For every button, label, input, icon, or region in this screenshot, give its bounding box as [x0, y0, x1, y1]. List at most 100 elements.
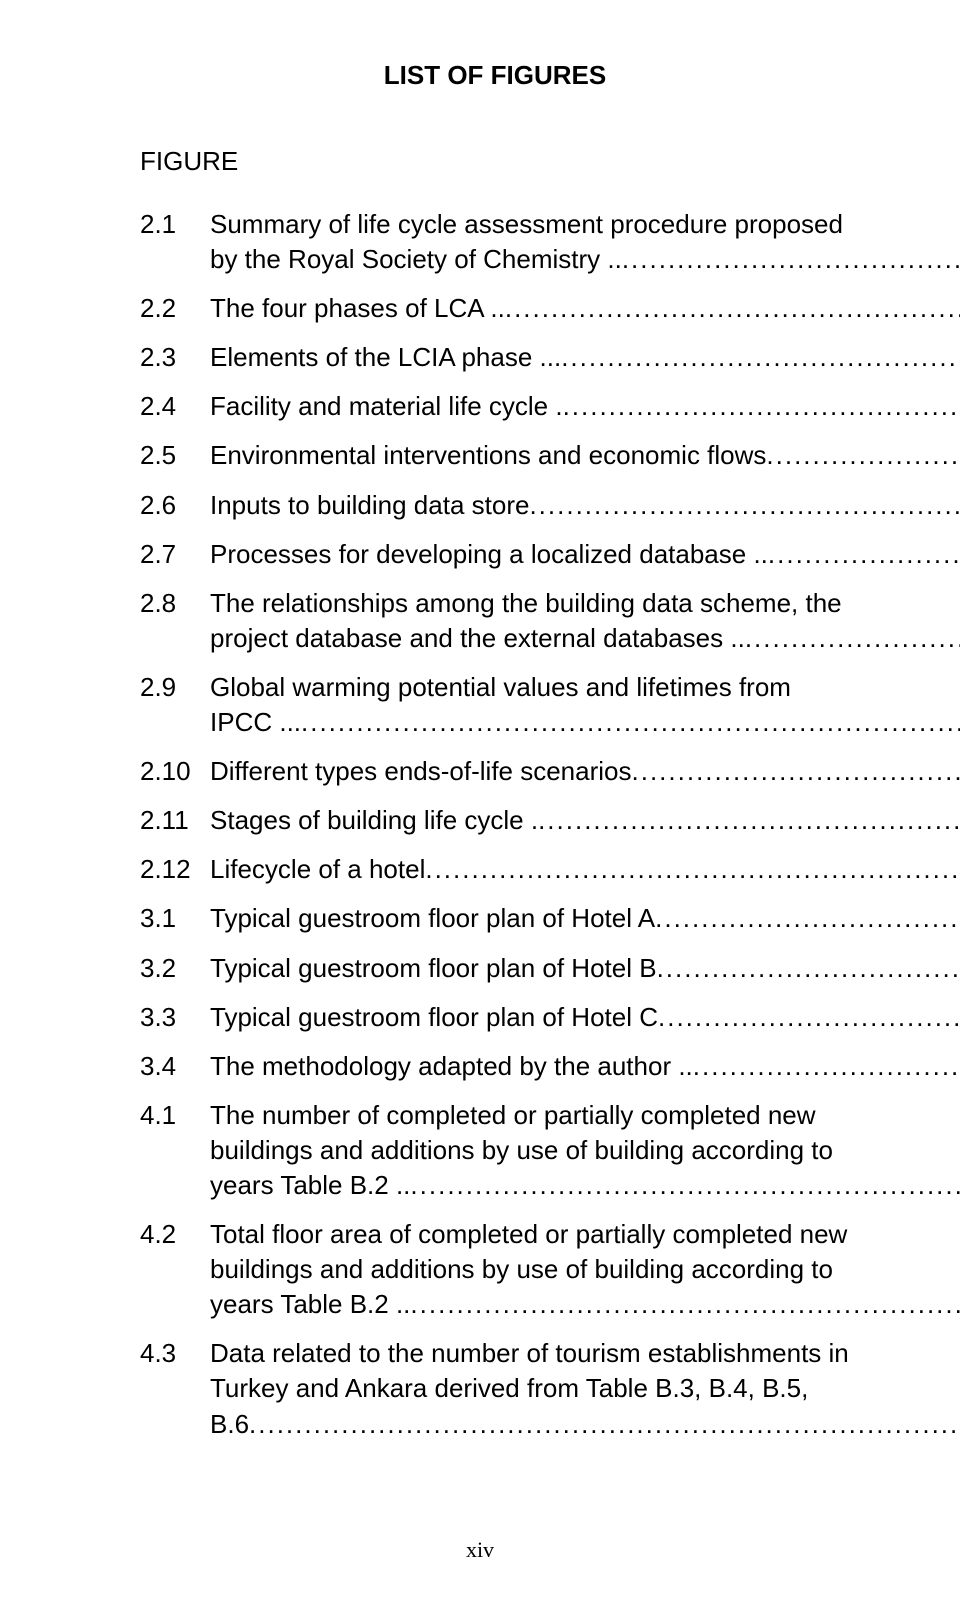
figure-label-line: buildings and additions by use of buildi…: [210, 1252, 960, 1287]
dot-leader: [622, 242, 960, 277]
figure-label-text: by the Royal Society of Chemistry ..: [210, 242, 622, 277]
figure-label: Typical guestroom floor plan of Hotel A: [210, 901, 960, 936]
figure-label-text: Typical guestroom floor plan of Hotel C: [210, 1000, 658, 1035]
figure-label-line: Total floor area of completed or partial…: [210, 1217, 960, 1252]
figure-label-text: years Table B.2 ..: [210, 1287, 410, 1322]
figure-label-last-line: by the Royal Society of Chemistry ..: [210, 242, 960, 277]
figure-entry: 2.1Summary of life cycle assessment proc…: [140, 207, 850, 277]
figure-label-last-line: Typical guestroom floor plan of Hotel B: [210, 951, 960, 986]
figure-label-last-line: Typical guestroom floor plan of Hotel A: [210, 901, 960, 936]
figure-label: Total floor area of completed or partial…: [210, 1217, 960, 1322]
figure-label-text: Processes for developing a localized dat…: [210, 537, 768, 572]
figure-entry: 2.6Inputs to building data store21: [140, 488, 850, 523]
figure-label: Facility and material life cycle .: [210, 389, 960, 424]
figure-label-last-line: Typical guestroom floor plan of Hotel C: [210, 1000, 960, 1035]
figure-label-text: IPCC ...: [210, 705, 301, 740]
section-subhead: FIGURE: [140, 146, 850, 177]
figure-label-text: Environmental interventions and economic…: [210, 438, 766, 473]
dot-leader: [563, 389, 960, 424]
figure-label: Environmental interventions and economic…: [210, 438, 960, 473]
figure-label-text: Stages of building life cycle .: [210, 803, 538, 838]
figure-number: 3.1: [140, 901, 210, 936]
figure-entry: 3.3Typical guestroom floor plan of Hotel…: [140, 1000, 850, 1035]
figure-label: Different types ends-of-life scenarios: [210, 754, 960, 789]
page-number-footer: xiv: [0, 1537, 960, 1563]
figure-label-text: years Table B.2 ..: [210, 1168, 410, 1203]
dot-leader: [410, 1287, 960, 1322]
figure-label: The four phases of LCA ..: [210, 291, 960, 326]
dot-leader: [655, 901, 960, 936]
figure-entry: 2.4Facility and material life cycle .18: [140, 389, 850, 424]
dot-leader: [632, 754, 960, 789]
figure-entry: 2.7Processes for developing a localized …: [140, 537, 850, 572]
figure-entry: 2.10Different types ends-of-life scenari…: [140, 754, 850, 789]
figure-label: Typical guestroom floor plan of Hotel C: [210, 1000, 960, 1035]
figure-label-text: Typical guestroom floor plan of Hotel A: [210, 901, 655, 936]
figure-number: 2.4: [140, 389, 210, 424]
figure-list: 2.1Summary of life cycle assessment proc…: [140, 207, 850, 1456]
dot-leader: [249, 1407, 960, 1442]
figure-number: 4.2: [140, 1217, 210, 1252]
figure-label-line: Turkey and Ankara derived from Table B.3…: [210, 1371, 960, 1406]
figure-entry: 3.2Typical guestroom floor plan of Hotel…: [140, 951, 850, 986]
figure-number: 2.2: [140, 291, 210, 326]
figure-label: Processes for developing a localized dat…: [210, 537, 960, 572]
figure-entry: 4.1The number of completed or partially …: [140, 1098, 850, 1203]
figure-label-line: Summary of life cycle assessment procedu…: [210, 207, 960, 242]
figure-label: Summary of life cycle assessment procedu…: [210, 207, 960, 277]
dot-leader: [301, 705, 960, 740]
dot-leader: [745, 621, 960, 656]
figure-label-line: The relationships among the building dat…: [210, 586, 960, 621]
figure-number: 3.2: [140, 951, 210, 986]
figure-entry: 4.3Data related to the number of tourism…: [140, 1336, 850, 1441]
figure-number: 4.1: [140, 1098, 210, 1133]
figure-label-line: Global warming potential values and life…: [210, 670, 960, 705]
figure-label-last-line: Facility and material life cycle .: [210, 389, 960, 424]
figure-label-text: Typical guestroom floor plan of Hotel B: [210, 951, 657, 986]
figure-entry: 3.4The methodology adapted by the author…: [140, 1049, 850, 1084]
dot-leader: [766, 438, 960, 473]
figure-label-last-line: Lifecycle of a hotel: [210, 852, 960, 887]
figure-entry: 2.12Lifecycle of a hotel40: [140, 852, 850, 887]
figure-label-text: The methodology adapted by the author ..: [210, 1049, 693, 1084]
figure-number: 3.3: [140, 1000, 210, 1035]
figure-label: Data related to the number of tourism es…: [210, 1336, 960, 1441]
figure-label-last-line: Stages of building life cycle .: [210, 803, 960, 838]
figure-entry: 2.2The four phases of LCA ..13: [140, 291, 850, 326]
figure-number: 2.5: [140, 438, 210, 473]
figure-number: 2.9: [140, 670, 210, 705]
figure-label: The relationships among the building dat…: [210, 586, 960, 656]
dot-leader: [410, 1168, 960, 1203]
figure-number: 2.7: [140, 537, 210, 572]
dot-leader: [768, 537, 960, 572]
figure-label: Lifecycle of a hotel: [210, 852, 960, 887]
figure-number: 2.3: [140, 340, 210, 375]
figure-label-last-line: years Table B.2 ..: [210, 1287, 960, 1322]
figure-entry: 2.9Global warming potential values and l…: [140, 670, 850, 740]
dot-leader: [693, 1049, 960, 1084]
figure-label: Inputs to building data store: [210, 488, 960, 523]
figure-label-line: Data related to the number of tourism es…: [210, 1336, 960, 1371]
figure-label-last-line: Different types ends-of-life scenarios: [210, 754, 960, 789]
figure-label-text: Facility and material life cycle .: [210, 389, 563, 424]
figure-label-line: buildings and additions by use of buildi…: [210, 1133, 960, 1168]
figure-label-last-line: The four phases of LCA ..: [210, 291, 960, 326]
dot-leader: [529, 488, 960, 523]
dot-leader: [657, 951, 960, 986]
figure-label-last-line: Processes for developing a localized dat…: [210, 537, 960, 572]
figure-label-text: Elements of the LCIA phase ...: [210, 340, 561, 375]
figure-label-text: B.6: [210, 1407, 249, 1442]
figure-label-last-line: The methodology adapted by the author ..: [210, 1049, 960, 1084]
figure-number: 2.11: [140, 803, 210, 838]
figure-label-text: Different types ends-of-life scenarios: [210, 754, 632, 789]
figure-label: The methodology adapted by the author ..: [210, 1049, 960, 1084]
figure-number: 2.1: [140, 207, 210, 242]
figure-number: 2.8: [140, 586, 210, 621]
figure-number: 2.12: [140, 852, 210, 887]
figure-label-text: Inputs to building data store: [210, 488, 529, 523]
dot-leader: [505, 291, 960, 326]
figure-entry: 4.2Total floor area of completed or part…: [140, 1217, 850, 1322]
figure-label-last-line: Inputs to building data store: [210, 488, 960, 523]
figure-label: Global warming potential values and life…: [210, 670, 960, 740]
dot-leader: [658, 1000, 960, 1035]
